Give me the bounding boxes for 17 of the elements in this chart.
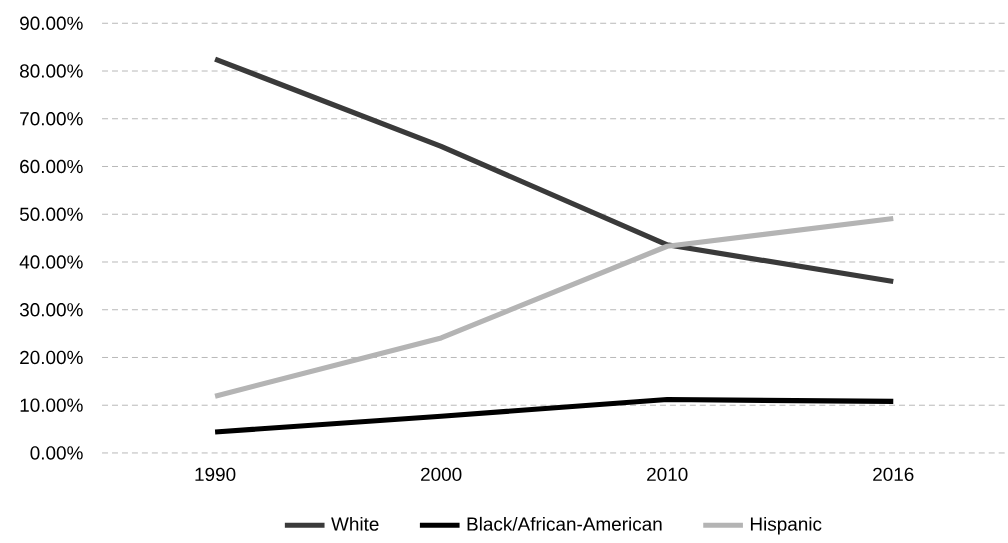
y-tick-label: 30.00%: [19, 302, 83, 317]
x-tick-label: 1990: [195, 467, 236, 482]
legend-label: Hispanic: [750, 516, 822, 535]
y-tick-label: 80.00%: [20, 64, 83, 78]
y-tick-label: 10.00%: [20, 398, 83, 412]
y-tick-label: 0.00%: [30, 446, 83, 460]
legend-label: Black/African-American: [467, 516, 662, 531]
y-tick-label: 40.00%: [19, 255, 83, 269]
x-tick-label: 2000: [421, 467, 462, 482]
y-tick-label: 90.00%: [20, 16, 83, 30]
y-tick-label: 20.00%: [20, 350, 83, 365]
x-tick-label: 2016: [873, 467, 914, 482]
legend-label: White: [331, 516, 379, 531]
y-tick-label: 50.00%: [19, 207, 83, 221]
y-tick-label: 60.00%: [20, 159, 83, 174]
y-tick-label: 70.00%: [20, 112, 83, 126]
x-tick-label: 2010: [647, 467, 688, 482]
